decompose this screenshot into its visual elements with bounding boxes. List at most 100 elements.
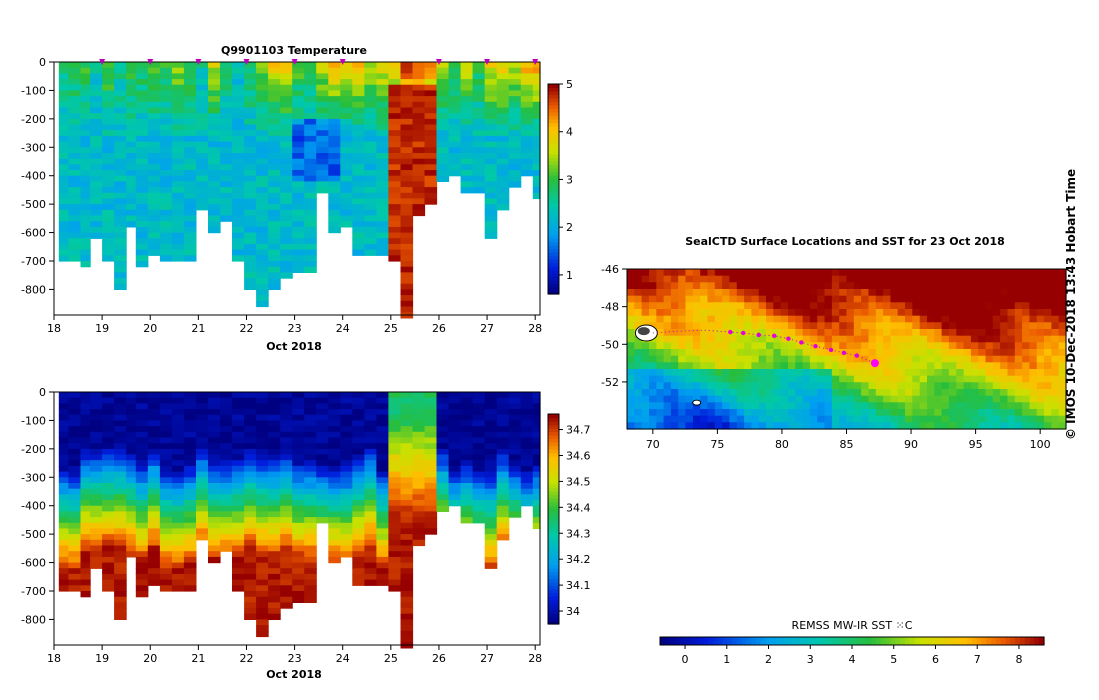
sst-cell xyxy=(1000,369,1008,377)
profile-cell xyxy=(424,477,438,484)
profile-cell xyxy=(268,67,281,74)
sst-cell xyxy=(1022,369,1030,377)
sst-cell xyxy=(766,269,774,277)
profile-cell xyxy=(460,187,474,194)
profile-cell xyxy=(484,517,498,524)
profile-cell xyxy=(68,403,81,410)
sst-cell xyxy=(751,389,760,397)
profile-cell xyxy=(256,124,269,131)
sst-cell xyxy=(802,415,811,423)
sst-cell xyxy=(670,309,679,317)
sst-cell xyxy=(795,315,804,323)
profile-cell xyxy=(484,90,498,97)
sst-cell xyxy=(795,355,804,363)
profile-cell xyxy=(220,215,233,222)
profile-cell xyxy=(58,403,69,410)
sst-cell xyxy=(1022,395,1030,403)
track-point xyxy=(786,336,791,341)
sst-cell xyxy=(641,295,650,303)
lon-tick-label: 90 xyxy=(904,438,918,451)
profile-cell xyxy=(102,505,115,512)
sst-cell xyxy=(948,395,957,403)
profile-cell xyxy=(496,84,510,91)
sst-cell xyxy=(700,275,709,283)
sst-cell xyxy=(978,422,987,430)
profile-cell xyxy=(364,409,377,416)
track-point xyxy=(771,333,777,339)
sst-cell xyxy=(934,329,943,337)
sst-cell xyxy=(736,362,745,370)
profile-cell xyxy=(280,551,293,558)
sst-cell xyxy=(1058,295,1067,303)
profile-24 xyxy=(340,392,353,558)
sst-cell xyxy=(1044,415,1052,423)
profile-cell xyxy=(102,107,115,114)
sst-cell xyxy=(707,315,716,323)
sst-cell xyxy=(780,349,789,357)
sst-cell xyxy=(766,375,774,383)
sst-cell xyxy=(905,269,913,277)
profile-cell xyxy=(114,392,127,399)
profile-cell xyxy=(147,534,161,541)
profile-cell xyxy=(244,192,257,200)
profile-cell xyxy=(102,158,115,165)
profile-cell xyxy=(256,420,269,427)
sst-cell xyxy=(1007,415,1016,423)
profile-cell xyxy=(183,392,197,399)
sst-cell xyxy=(663,289,672,297)
sst-cell xyxy=(875,362,884,370)
sst-cell xyxy=(875,322,884,330)
sst-cell xyxy=(634,302,643,310)
sst-cell xyxy=(970,269,979,277)
sst-cell xyxy=(839,342,848,350)
sst-cell xyxy=(941,289,950,297)
profile-cell xyxy=(436,113,450,120)
profile-cell xyxy=(171,551,185,558)
profile-cell xyxy=(292,505,305,512)
sst-cell xyxy=(934,375,943,383)
sst-cell xyxy=(956,362,965,370)
sst-cell xyxy=(678,395,687,403)
profile-cell xyxy=(508,511,522,518)
profile-cell xyxy=(472,90,486,97)
profile-cell xyxy=(58,164,69,171)
sst-cell xyxy=(853,355,862,363)
profile-cell xyxy=(364,494,377,501)
profile-cell xyxy=(292,426,305,433)
profile-cell xyxy=(364,192,377,200)
profile-cell xyxy=(232,153,245,160)
profile-cell xyxy=(376,500,389,507)
sst-cell xyxy=(1044,422,1052,430)
sst-cell xyxy=(1007,335,1016,343)
sst-cell xyxy=(912,322,921,330)
sst-cell xyxy=(714,269,723,277)
profile-cell xyxy=(268,397,281,404)
profile-cell xyxy=(244,175,257,182)
profile-cell xyxy=(508,124,522,131)
sst-cell xyxy=(1044,289,1052,297)
profile-cell xyxy=(135,96,149,103)
profile-cell xyxy=(232,249,245,256)
profile-cell xyxy=(147,141,161,148)
profile-cell xyxy=(102,147,115,154)
profile-cell xyxy=(268,84,281,91)
profile-cell xyxy=(340,426,353,433)
profile-cell xyxy=(159,243,173,251)
sst-cell xyxy=(861,309,869,317)
profile-cell xyxy=(135,477,149,484)
profile-36 xyxy=(484,392,498,569)
profile-cell xyxy=(316,84,329,91)
profile-cell xyxy=(196,392,209,399)
profile-cell xyxy=(400,107,414,114)
sst-cell xyxy=(649,269,657,277)
profile-cell xyxy=(364,579,377,586)
sst-cell xyxy=(883,269,891,277)
sst-cell xyxy=(751,355,760,363)
sst-cell xyxy=(751,349,760,357)
profile-cell xyxy=(135,539,149,547)
sst-cell xyxy=(729,349,738,357)
profile-cell xyxy=(364,431,377,439)
profile-cell xyxy=(304,221,317,228)
profile-cell xyxy=(171,517,185,524)
profile-cell xyxy=(80,118,91,126)
